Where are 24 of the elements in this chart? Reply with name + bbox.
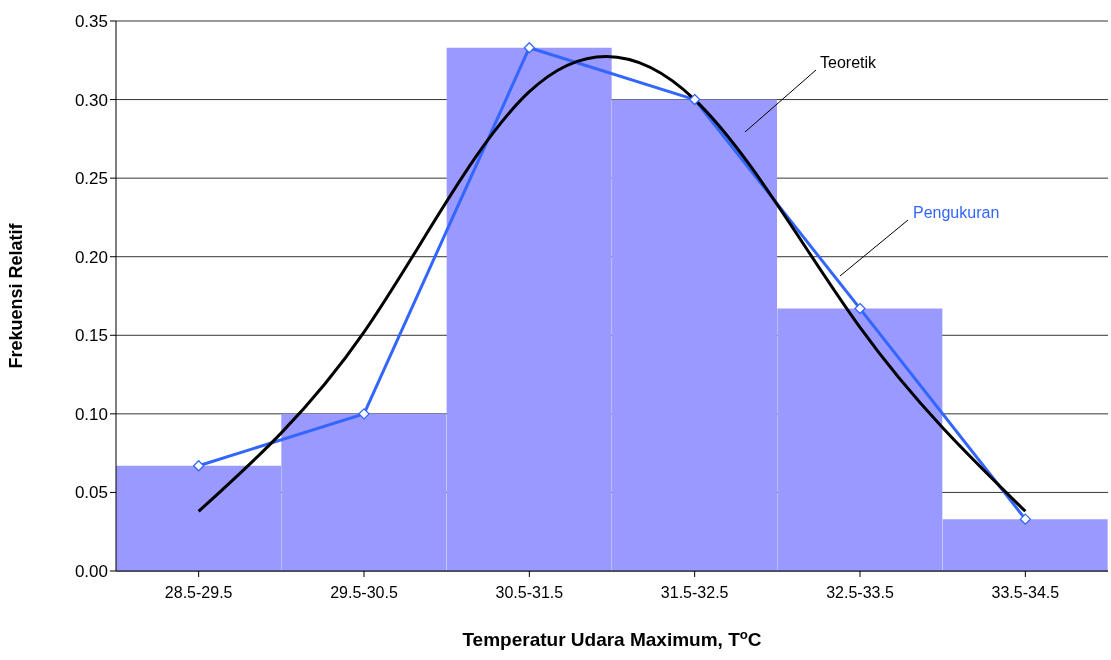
point <box>854 302 866 315</box>
x-tick-label: 29.5-30.5 <box>330 584 398 602</box>
y-tick-label: 0.25 <box>74 169 108 189</box>
point <box>358 408 370 420</box>
x-tick-label: 30.5-31.5 <box>495 584 564 602</box>
x-tick-label: 32.5-33.5 <box>826 584 894 602</box>
x-axis-title: Temperatur Udara Maximum, T$^{o}$C <box>462 626 762 650</box>
y-axis-title: Frekuensi Relatif <box>6 222 27 369</box>
x-tick-label: 31.5-32.5 <box>660 584 729 602</box>
point <box>523 42 535 54</box>
x-tick-label: 33.5-34.5 <box>991 584 1060 602</box>
text: Pengukuran <box>913 204 1000 221</box>
y-tick-label: 0.15 <box>74 326 108 346</box>
y-tick-label: 0.05 <box>74 483 108 503</box>
y-tick-label: 0.35 <box>74 12 108 32</box>
point <box>1019 513 1031 525</box>
text: Teoretik <box>820 54 878 71</box>
point <box>193 460 205 472</box>
y-tick-label: 0.10 <box>74 404 108 424</box>
y-tick-label: 0.30 <box>74 90 108 110</box>
y-tick-label: 0.20 <box>74 247 108 267</box>
x-tick-label: 28.5-29.5 <box>164 584 233 602</box>
y-tick-label: 0.00 <box>74 562 108 582</box>
point <box>689 93 701 106</box>
